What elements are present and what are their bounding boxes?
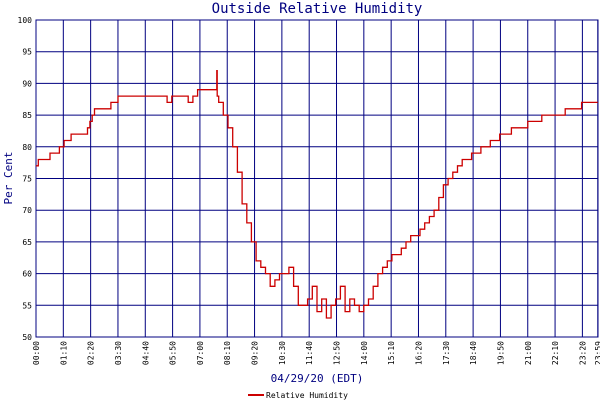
- x-tick-label: 00:00: [32, 341, 41, 365]
- y-tick-labels: 50 55 60 65 70 75 80 85 90 95 100: [18, 16, 33, 342]
- series-group: [36, 70, 598, 319]
- x-tick-label: 21:00: [524, 341, 533, 365]
- x-tick-label: 02:20: [87, 341, 96, 365]
- x-axis-label: 04/29/20 (EDT): [271, 372, 364, 385]
- legend-label: Relative Humidity: [266, 391, 348, 400]
- x-tick-label: 03:30: [114, 341, 123, 365]
- y-tick-label: 60: [22, 270, 32, 279]
- x-tick-label: 09:20: [251, 341, 260, 365]
- grid-lines: [35, 19, 599, 338]
- x-tick-label: 18:40: [469, 341, 478, 365]
- x-tick-label: 16:20: [414, 341, 423, 365]
- x-tick-label: 14:00: [360, 341, 369, 365]
- x-tick-label: 23:20: [578, 341, 587, 365]
- x-tick-label: 22:10: [551, 341, 560, 365]
- y-tick-label: 85: [22, 111, 32, 120]
- x-tick-label: 23:59: [594, 341, 600, 365]
- x-tick-label: 11:40: [305, 341, 314, 365]
- x-tick-label: 07:00: [196, 341, 205, 365]
- x-tick-label: 05:50: [169, 341, 178, 365]
- x-tick-label: 04:40: [141, 341, 150, 365]
- y-tick-label: 80: [22, 143, 32, 152]
- x-tick-label: 08:10: [223, 341, 232, 365]
- chart-title: Outside Relative Humidity: [212, 1, 423, 17]
- y-tick-label: 55: [22, 301, 32, 310]
- y-tick-label: 65: [22, 238, 32, 247]
- x-tick-label: 17:30: [442, 341, 451, 365]
- y-tick-label: 75: [22, 175, 32, 184]
- plot-frame: [35, 19, 599, 338]
- x-tick-label: 19:50: [496, 341, 505, 365]
- y-tick-label: 100: [18, 16, 33, 25]
- x-tick-label: 10:30: [278, 341, 287, 365]
- x-tick-label: 12:50: [333, 341, 342, 365]
- x-tick-label: 15:10: [387, 341, 396, 365]
- y-tick-label: 90: [22, 79, 32, 88]
- y-axis-label: Per Cent: [2, 152, 15, 205]
- x-tick-labels: 00:00 01:10 02:20 03:30 04:40 05:50 07:00 08:10…: [32, 341, 600, 365]
- y-tick-label: 70: [22, 206, 32, 215]
- y-tick-label: 95: [22, 48, 32, 57]
- x-tick-label: 01:10: [59, 341, 68, 365]
- y-tick-label: 50: [22, 333, 32, 342]
- series-line-relative-humidity: [36, 70, 598, 319]
